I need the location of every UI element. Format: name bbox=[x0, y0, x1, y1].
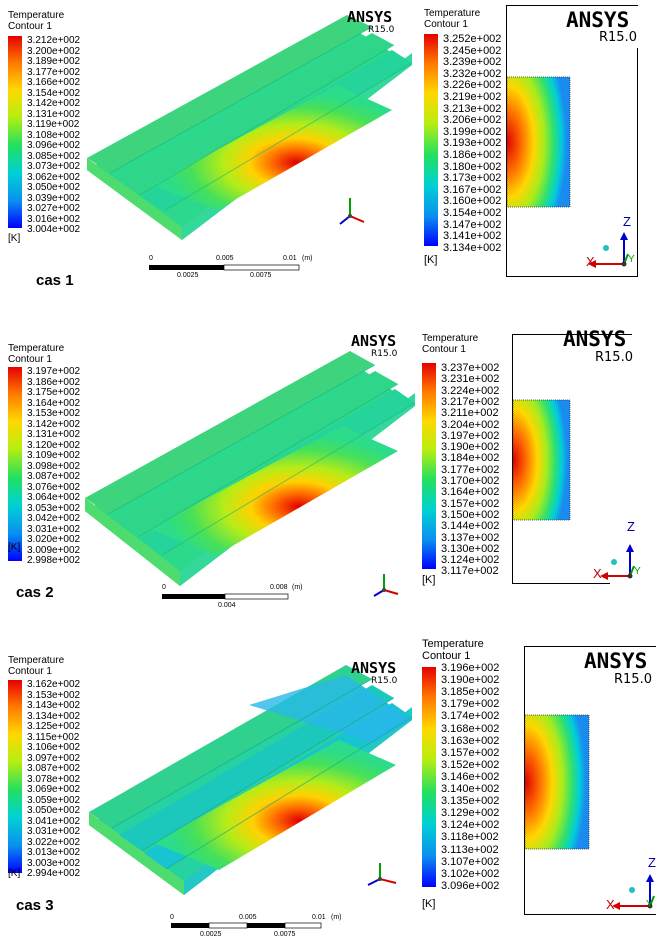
domain-outline bbox=[512, 334, 632, 335]
scale-label: 0.004 bbox=[218, 602, 236, 609]
axis-z-label: Z bbox=[648, 855, 656, 870]
ansys-version: R15.0 bbox=[595, 350, 633, 365]
axis-triad-left bbox=[339, 198, 365, 225]
left-legend-title: Temperature Contour 1 bbox=[8, 343, 65, 365]
ansys-version: R15.0 bbox=[599, 30, 637, 45]
left-color-bar bbox=[8, 367, 22, 561]
fin-cross-section-contour bbox=[506, 76, 571, 208]
scale-label: 0.0075 bbox=[250, 272, 272, 279]
domain-outline bbox=[524, 646, 656, 647]
scale-label: 0.01 bbox=[312, 914, 326, 921]
ansys-version: R15.0 bbox=[371, 349, 398, 359]
case-label: cas 1 bbox=[36, 272, 74, 289]
domain-outline bbox=[506, 5, 638, 6]
ansys-version: R15.0 bbox=[368, 25, 395, 35]
scale-label: 0.005 bbox=[239, 914, 257, 921]
scale-bar bbox=[149, 264, 300, 271]
axis-x-label: X bbox=[593, 566, 602, 581]
heat-sink-3d-contour bbox=[89, 665, 413, 895]
ansys-logo: ANSYS bbox=[584, 649, 648, 673]
domain-outline bbox=[524, 646, 525, 915]
scale-label: 0.0025 bbox=[200, 931, 222, 938]
axis-y-label: Y bbox=[628, 254, 635, 265]
left-legend-title: Temperature Contour 1 bbox=[8, 655, 65, 677]
axis-y-label: Y bbox=[634, 566, 641, 577]
scale-label: 0.008 bbox=[270, 584, 288, 591]
ansys-logo: ANSYS bbox=[563, 327, 627, 351]
case-label: cas 3 bbox=[16, 897, 54, 914]
right-legend-title: Temperature Contour 1 bbox=[422, 638, 484, 662]
heat-sink-3d-contour bbox=[85, 351, 416, 586]
scale-bar bbox=[171, 922, 322, 929]
left-color-bar bbox=[8, 36, 22, 228]
scale-label: 0.005 bbox=[216, 255, 234, 262]
right-unit: [K] bbox=[424, 254, 438, 266]
domain-outline bbox=[524, 914, 656, 915]
fin-cross-section-contour bbox=[512, 399, 571, 521]
left-unit: [K] bbox=[8, 868, 21, 879]
left-unit: [K] bbox=[8, 233, 21, 244]
right-color-bar bbox=[422, 363, 436, 569]
left-legend-title: Temperature Contour 1 bbox=[8, 10, 65, 32]
right-legend-title: Temperature Contour 1 bbox=[424, 8, 481, 30]
scale-unit: (m) bbox=[331, 914, 342, 921]
right-unit: [K] bbox=[422, 898, 436, 910]
axis-x-label: X bbox=[606, 897, 615, 912]
domain-outline bbox=[512, 334, 513, 584]
axis-triad-left bbox=[373, 574, 399, 597]
scale-label: 0.01 bbox=[283, 255, 297, 262]
fin-cross-section-contour bbox=[524, 714, 590, 850]
scale-label: 0 bbox=[162, 584, 166, 591]
right-color-bar bbox=[424, 34, 438, 246]
heat-sink-3d-contour bbox=[87, 15, 413, 240]
axis-triad-left bbox=[367, 863, 397, 886]
case-label: cas 2 bbox=[16, 584, 54, 601]
domain-outline bbox=[506, 276, 638, 277]
right-color-bar bbox=[422, 667, 436, 887]
ansys-logo: ANSYS bbox=[351, 659, 397, 677]
ansys-logo: ANSYS bbox=[351, 332, 397, 350]
axis-y-label: Y bbox=[646, 899, 653, 910]
axis-z-label: Z bbox=[627, 519, 635, 534]
domain-outline bbox=[506, 5, 507, 277]
ansys-logo: ANSYS bbox=[566, 8, 630, 32]
axis-triad-right bbox=[612, 874, 655, 910]
case-2-panel: Temperature Contour 1 3.197e+002 3.186e+0… bbox=[0, 323, 658, 635]
case-3-panel: Temperature Contour 1 3.162e+002 3.153e+0… bbox=[0, 625, 658, 938]
left-unit: [K] bbox=[8, 542, 21, 553]
right-unit: [K] bbox=[422, 574, 436, 586]
left-color-bar bbox=[8, 680, 22, 873]
axis-triad-right bbox=[600, 544, 635, 580]
scale-label: 0 bbox=[149, 255, 153, 262]
ansys-version: R15.0 bbox=[614, 672, 652, 687]
case-1-panel: Temperature Contour 1 3.212e+002 3.200e+0… bbox=[0, 0, 658, 312]
domain-outline bbox=[637, 48, 638, 277]
scale-unit: (m) bbox=[292, 584, 303, 591]
ansys-logo: ANSYS bbox=[347, 8, 393, 26]
axis-triad-right bbox=[588, 232, 629, 268]
scale-bar bbox=[162, 593, 289, 600]
axis-z-label: Z bbox=[623, 214, 631, 229]
scale-label: 0.0025 bbox=[177, 272, 199, 279]
scale-label: 0 bbox=[170, 914, 174, 921]
domain-outline bbox=[512, 583, 610, 584]
axis-x-label: X bbox=[586, 254, 595, 269]
ansys-version: R15.0 bbox=[371, 676, 398, 686]
right-legend-title: Temperature Contour 1 bbox=[422, 333, 479, 355]
scale-unit: (m) bbox=[302, 255, 313, 262]
scale-label: 0.0075 bbox=[274, 931, 296, 938]
